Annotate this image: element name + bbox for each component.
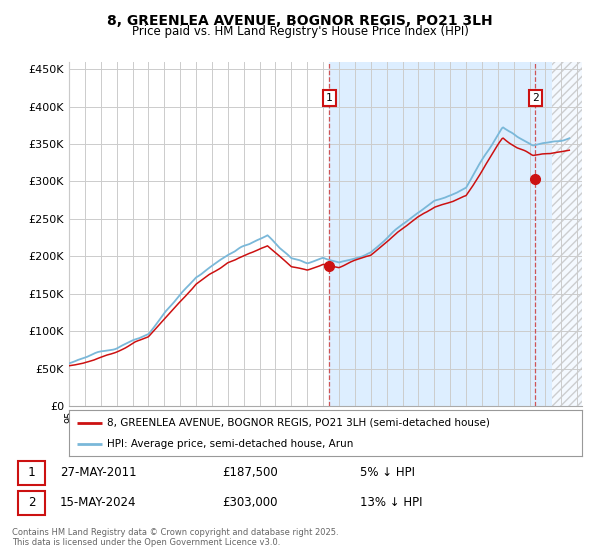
FancyBboxPatch shape [18,491,45,515]
Text: 1: 1 [326,93,333,103]
Text: 1: 1 [28,466,35,479]
Text: £303,000: £303,000 [222,496,277,510]
Bar [329,62,552,406]
Text: 5% ↓ HPI: 5% ↓ HPI [360,466,415,479]
Text: 27-MAY-2011: 27-MAY-2011 [60,466,137,479]
Text: 13% ↓ HPI: 13% ↓ HPI [360,496,422,510]
FancyBboxPatch shape [18,460,45,485]
Bar [552,62,582,406]
Text: 2: 2 [28,496,35,510]
Text: 8, GREENLEA AVENUE, BOGNOR REGIS, PO21 3LH (semi-detached house): 8, GREENLEA AVENUE, BOGNOR REGIS, PO21 3… [107,418,490,428]
Text: 2: 2 [532,93,539,103]
Text: £187,500: £187,500 [222,466,278,479]
Text: 15-MAY-2024: 15-MAY-2024 [60,496,137,510]
Text: Price paid vs. HM Land Registry's House Price Index (HPI): Price paid vs. HM Land Registry's House … [131,25,469,38]
Bar [552,62,582,406]
Text: Contains HM Land Registry data © Crown copyright and database right 2025.
This d: Contains HM Land Registry data © Crown c… [12,528,338,547]
Text: HPI: Average price, semi-detached house, Arun: HPI: Average price, semi-detached house,… [107,439,354,449]
Text: 8, GREENLEA AVENUE, BOGNOR REGIS, PO21 3LH: 8, GREENLEA AVENUE, BOGNOR REGIS, PO21 3… [107,14,493,28]
